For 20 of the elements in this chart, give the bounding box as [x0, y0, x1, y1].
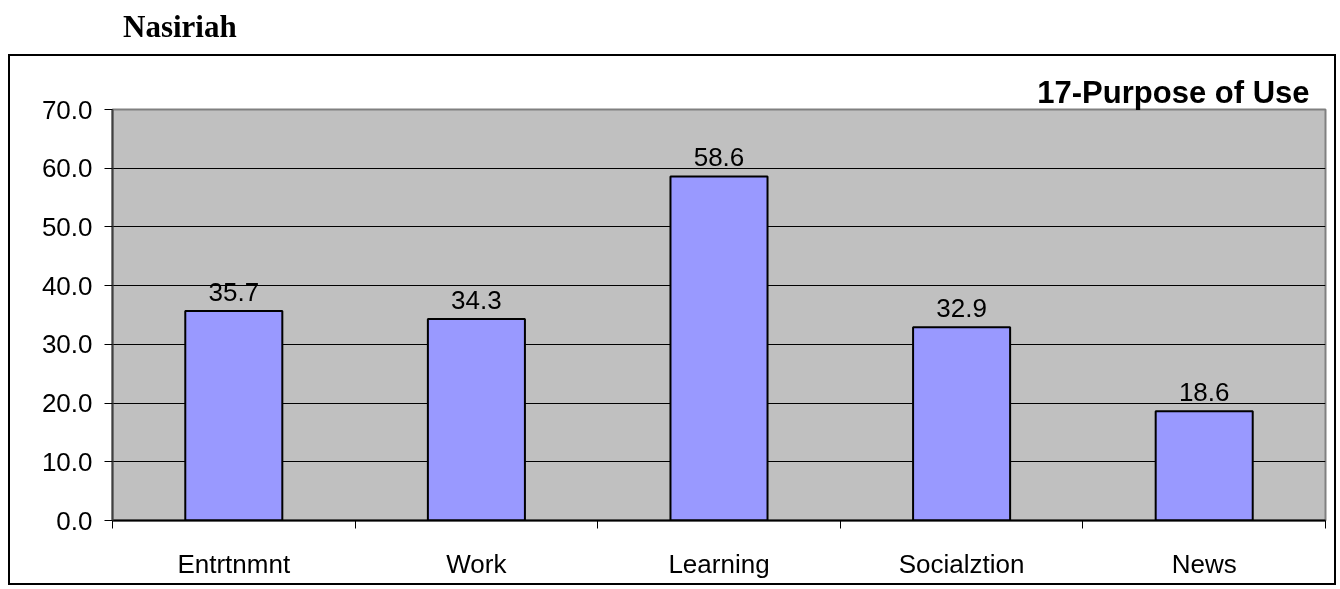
y-tick-label: 0.0: [56, 505, 93, 536]
y-tick-label: 60.0: [41, 153, 93, 184]
x-tick-label: News: [1171, 548, 1237, 579]
x-tick-label: Entrtnmnt: [177, 548, 291, 579]
x-tick-label: Socialztion: [898, 548, 1025, 579]
data-label: 58.6: [693, 142, 745, 173]
chart-subtitle: 17-Purpose of Use: [1037, 74, 1310, 110]
data-label: 32.9: [936, 293, 987, 324]
y-tick-label: 70.0: [41, 94, 93, 125]
y-tick-label: 40.0: [41, 270, 93, 301]
data-label: 35.7: [208, 276, 260, 307]
y-tick-label: 50.0: [41, 211, 93, 242]
x-tick-label: Work: [446, 548, 508, 579]
data-label: 18.6: [1178, 377, 1230, 408]
x-tick-label: Learning: [668, 548, 770, 579]
chart-title: Nasiriah: [123, 9, 237, 45]
y-tick-label: 20.0: [41, 388, 93, 419]
data-label: 34.3: [451, 285, 502, 316]
y-tick-label: 10.0: [41, 446, 93, 477]
y-tick-label: 30.0: [41, 329, 93, 360]
